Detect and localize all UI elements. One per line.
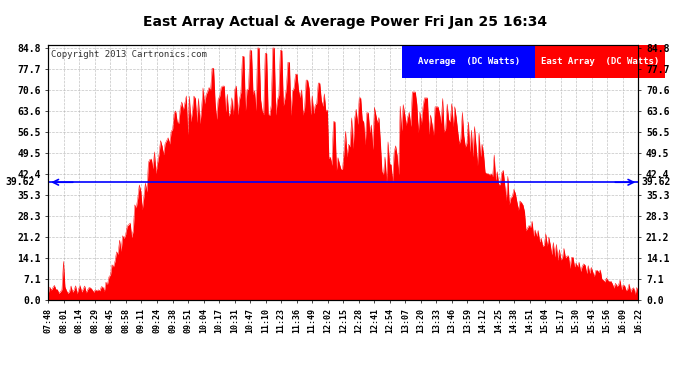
Text: Copyright 2013 Cartronics.com: Copyright 2013 Cartronics.com — [51, 50, 207, 59]
Text: East Array Actual & Average Power Fri Jan 25 16:34: East Array Actual & Average Power Fri Ja… — [143, 15, 547, 29]
Text: 39.62: 39.62 — [6, 177, 35, 187]
Bar — [535, 45, 664, 78]
Text: 39.62: 39.62 — [641, 177, 671, 187]
Bar — [402, 45, 535, 78]
Text: East Array  (DC Watts): East Array (DC Watts) — [541, 57, 659, 66]
Text: Average  (DC Watts): Average (DC Watts) — [417, 57, 520, 66]
